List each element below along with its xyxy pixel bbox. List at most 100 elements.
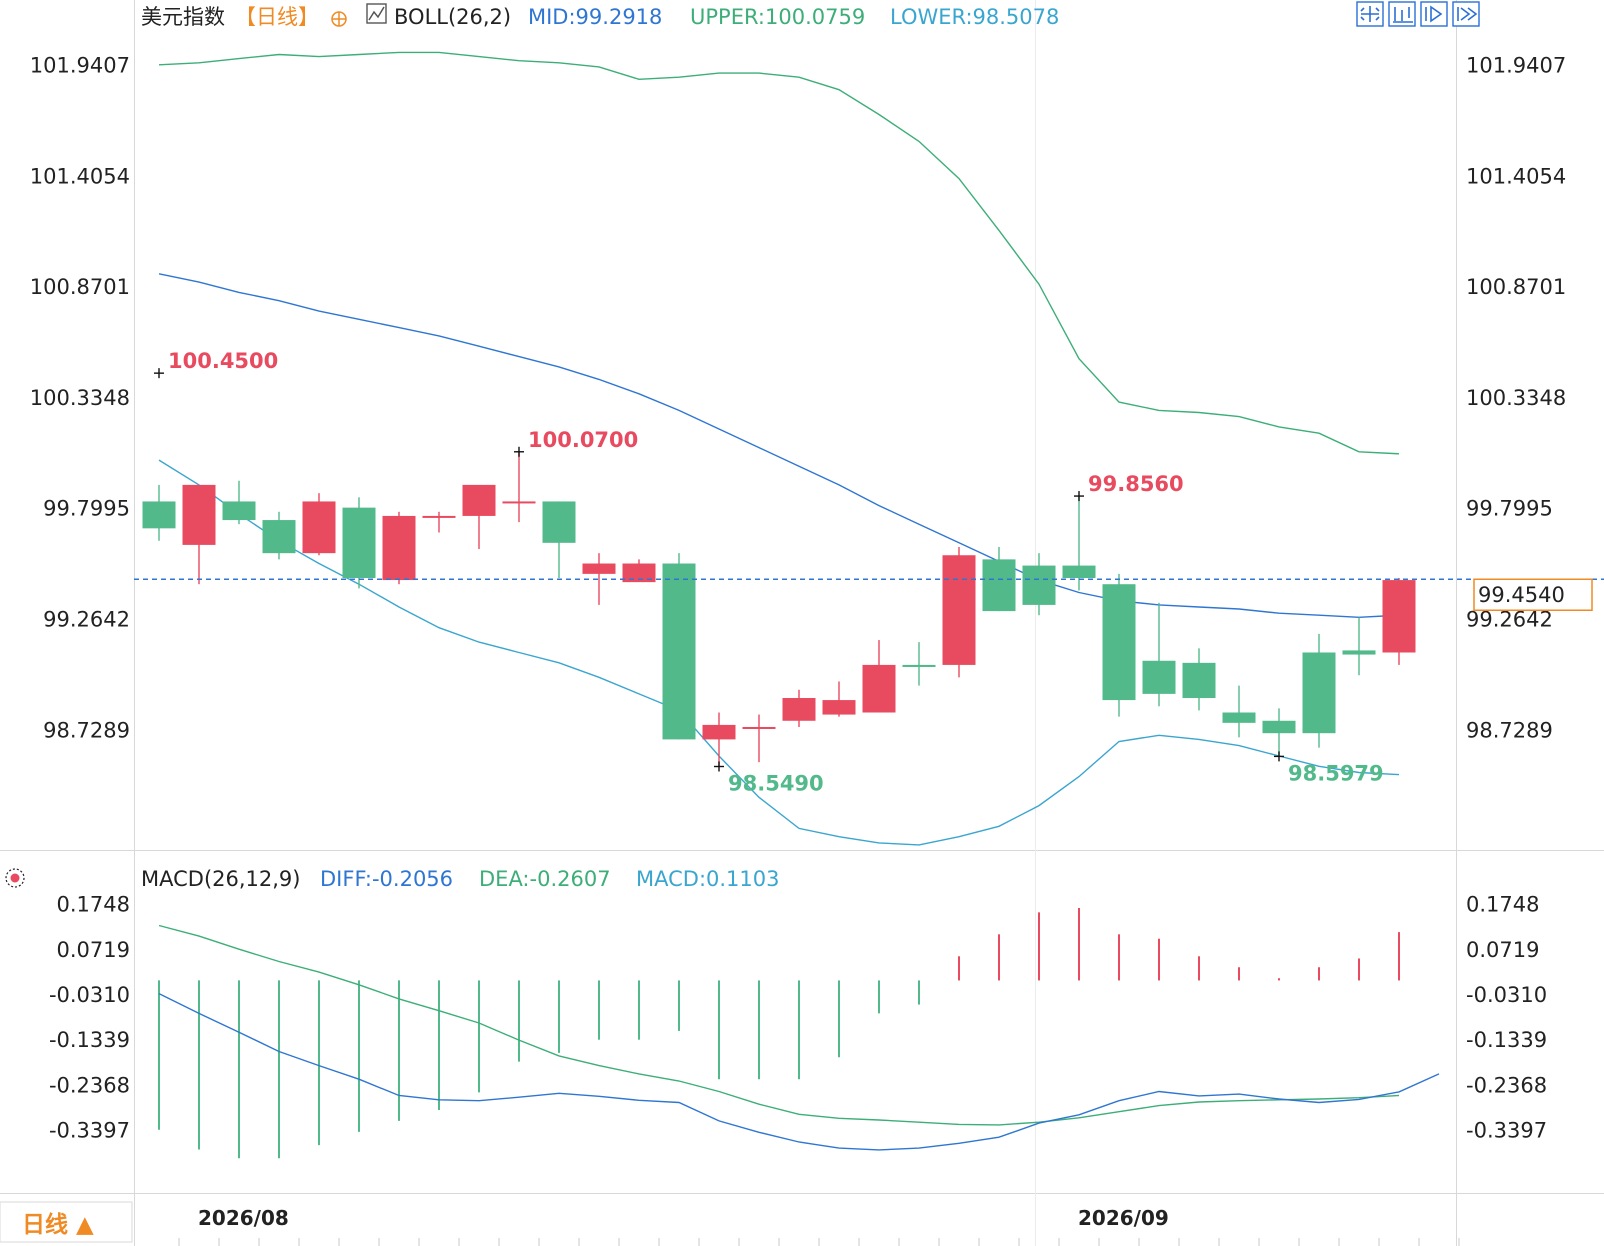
dea-line: [158, 924, 1400, 1126]
candle-body: [582, 563, 616, 574]
candle: [1182, 648, 1216, 711]
candle-body: [262, 520, 296, 554]
boll-mid-value: MID:99.2918: [528, 5, 662, 29]
main-legend: 美元指数 【日线】 BOLL(26,2) MID:99.2918 UPPER:1…: [141, 3, 1059, 29]
chart-title: 美元指数: [141, 5, 225, 29]
candle-body: [222, 501, 256, 521]
candle-body: [142, 501, 176, 529]
candle-width-icon[interactable]: [1388, 1, 1416, 27]
macd-tick-label-right: -0.3397: [1466, 1119, 1547, 1143]
macd-tick-label-right: -0.1339: [1466, 1028, 1547, 1052]
candle: [1382, 578, 1416, 665]
candle-body: [462, 484, 496, 516]
candle-body: [982, 559, 1016, 612]
candle: [862, 640, 896, 713]
chart-toolbar: [1356, 1, 1480, 27]
boll-bands: [158, 51, 1400, 846]
period-tag: 【日线】: [235, 5, 319, 29]
candle: [622, 559, 656, 583]
boll-mid-line: [158, 273, 1400, 619]
price-tick-label-right: 98.7289: [1466, 718, 1553, 742]
macd-histogram: [158, 907, 1400, 1159]
macd-legend: MACD(26,12,9) DIFF:-0.2056 DEA:-0.2607 M…: [5, 867, 780, 891]
macd-diff-value: DIFF:-0.2056: [320, 867, 453, 891]
candle: [262, 511, 296, 560]
price-axes: 101.9407 101.9407 101.4054 101.4054 100.8701…: [30, 54, 1566, 743]
date-label: 2026/08: [198, 1206, 289, 1230]
price-tick-label-right: 99.7995: [1466, 497, 1553, 521]
candle: [542, 501, 576, 578]
macd-tick-label-left: -0.3397: [49, 1119, 130, 1143]
macd-hist-value: MACD:0.1103: [636, 867, 780, 891]
candle-body: [1302, 652, 1336, 734]
candle-body: [1262, 720, 1296, 734]
candle-body: [1382, 580, 1416, 653]
candle: [822, 681, 856, 717]
candle-body: [1222, 712, 1256, 723]
price-tick-label-left: 100.3348: [30, 386, 130, 410]
macd-tick-label-right: -0.0310: [1466, 983, 1547, 1007]
candle: [702, 712, 736, 767]
candle-body: [862, 664, 896, 713]
boll-chart-icon[interactable]: [331, 3, 387, 27]
macd-settings-icon[interactable]: [5, 868, 25, 888]
price-tick-label-right: 101.4054: [1466, 164, 1566, 188]
candle-body: [702, 724, 736, 740]
candle-body: [542, 501, 576, 543]
boll-lower-line: [158, 459, 1400, 846]
candle: [142, 484, 176, 541]
candle: [422, 511, 456, 533]
candle: [502, 451, 536, 523]
candle: [1262, 708, 1296, 757]
last-price-line: 99.4540: [134, 578, 1604, 611]
price-annotations: 100.4500 100.0700 98.5490 99.8560 98.5979: [154, 349, 1384, 796]
low-annotation: 98.5979: [1288, 761, 1384, 785]
price-tick-label-right: 100.8701: [1466, 275, 1566, 299]
price-tick-label-left: 100.8701: [30, 275, 130, 299]
candle-body: [1062, 565, 1096, 578]
boll-upper-line: [158, 51, 1400, 455]
candle: [302, 493, 336, 556]
candle: [1142, 602, 1176, 707]
candle-body: [382, 515, 416, 581]
high-annotation: 100.0700: [528, 428, 638, 452]
candlesticks: [142, 451, 1416, 767]
last-price-value: 99.4540: [1478, 583, 1565, 607]
boll-lower-value: LOWER:98.5078: [890, 5, 1059, 29]
macd-tick-label-right: -0.2368: [1466, 1073, 1547, 1097]
date-axis: 2026/08 2026/09: [178, 1206, 1460, 1246]
candle: [1062, 496, 1096, 591]
macd-tick-label-right: 0.1748: [1466, 893, 1539, 917]
candle: [1102, 573, 1136, 717]
price-tick-label-right: 100.3348: [1466, 386, 1566, 410]
candle-body: [782, 698, 816, 721]
macd-tick-label-right: 0.0719: [1466, 938, 1539, 962]
candle: [1022, 553, 1056, 616]
price-tick-label-right: 99.2642: [1466, 608, 1553, 632]
candle-body: [822, 700, 856, 715]
price-tick-label-left: 101.9407: [30, 54, 130, 78]
candle-body: [1102, 584, 1136, 701]
candle: [782, 689, 816, 727]
macd-lines: [158, 924, 1440, 1151]
boll-upper-value: UPPER:100.0759: [690, 5, 865, 29]
scroll-right-icon[interactable]: [1420, 1, 1448, 27]
candle-body: [182, 484, 216, 545]
period-button[interactable]: 日线 ▲: [0, 1201, 133, 1243]
price-tick-label-left: 98.7289: [43, 718, 130, 742]
candle-body: [342, 507, 376, 578]
candle-body: [942, 555, 976, 665]
candle-body: [302, 501, 336, 554]
boll-indicator: BOLL(26,2): [394, 5, 511, 29]
candle-body: [742, 726, 776, 729]
last-price-tag: [1473, 578, 1593, 611]
candle-body: [422, 515, 456, 518]
macd-tick-label-left: 0.1748: [57, 893, 130, 917]
candle-body: [502, 501, 536, 504]
jump-end-icon[interactable]: [1452, 1, 1480, 27]
zoom-fit-icon[interactable]: [1356, 1, 1384, 27]
candle-body: [1342, 650, 1376, 655]
candle: [1222, 685, 1256, 738]
price-tick-label-left: 101.4054: [30, 164, 130, 188]
